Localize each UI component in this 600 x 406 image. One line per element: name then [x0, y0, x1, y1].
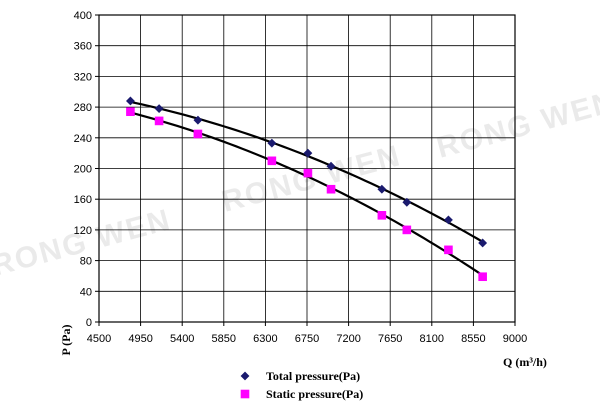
x-tick-label: 5400: [170, 333, 194, 345]
data-point-total: [377, 184, 387, 194]
grid: [98, 14, 516, 323]
data-point-total: [193, 115, 203, 125]
x-tick-label: 7200: [336, 333, 360, 345]
data-point-total: [326, 161, 336, 171]
y-tick-label: 160: [74, 194, 92, 206]
data-point-static: [478, 272, 487, 282]
legend: Total pressure(Pa) Static pressure(Pa): [240, 369, 363, 401]
data-point-total: [303, 148, 313, 158]
data-point-static: [193, 129, 203, 139]
data-point-static: [402, 225, 412, 235]
data-point-static: [444, 245, 453, 255]
data-point-total: [444, 215, 453, 225]
data-point-total: [402, 197, 412, 207]
x-tick-label: 4950: [128, 333, 152, 345]
y-tick-label: 360: [74, 41, 92, 53]
data-markers: [126, 96, 488, 282]
x-tick-label: 7650: [378, 333, 402, 345]
legend-marker-static: [240, 389, 250, 399]
data-point-static: [377, 211, 387, 220]
y-tick-label: 200: [74, 164, 92, 176]
x-axis-label: Q (m³/h): [503, 355, 547, 369]
x-tick-label: 6300: [253, 333, 277, 345]
x-tick-label: 6750: [295, 333, 319, 345]
watermark-layer: RONG WEN RONG WEN RONG WEN: [0, 85, 600, 283]
x-tick-label: 5850: [212, 333, 236, 345]
y-tick-label: 240: [74, 133, 92, 145]
data-point-total: [126, 96, 135, 106]
legend-label-static: Static pressure(Pa): [266, 387, 363, 401]
y-tick-label: 280: [74, 102, 92, 114]
x-tick-label: 8550: [461, 333, 485, 345]
y-tick-label: 400: [74, 10, 92, 22]
y-tick-label: 120: [74, 225, 92, 237]
x-tick-label: 9000: [503, 333, 527, 345]
data-point-static: [154, 116, 164, 126]
data-point-total: [478, 238, 488, 248]
legend-square-marker: [240, 389, 250, 399]
legend-label-total: Total pressure(Pa): [266, 369, 360, 383]
data-point-static: [267, 156, 277, 166]
y-tick-label: 320: [74, 71, 92, 83]
watermark-text: RONG WEN: [433, 85, 600, 165]
watermark-text: RONG WEN: [0, 203, 175, 283]
data-point-static: [326, 184, 336, 194]
data-point-static: [303, 168, 313, 178]
legend-item-static-pressure: Static pressure(Pa): [240, 387, 363, 401]
y-tick-label: 0: [86, 317, 92, 329]
data-point-total: [154, 104, 164, 114]
axes: 0 40 80 120 160 200 240 280 320 360 400 4500 4950 540…: [74, 10, 528, 345]
legend-item-total-pressure: Total pressure(Pa): [240, 369, 360, 383]
y-tick-label: 80: [80, 256, 92, 268]
x-tick-label: 8100: [420, 333, 444, 345]
y-tick-label: 40: [80, 286, 92, 298]
legend-diamond-marker: [240, 371, 250, 381]
x-tick-label: 4500: [87, 333, 111, 345]
y-axis-label: P (Pa): [59, 325, 73, 356]
legend-marker-total: [240, 371, 250, 381]
data-point-static: [126, 107, 135, 117]
data-point-total: [267, 138, 277, 148]
